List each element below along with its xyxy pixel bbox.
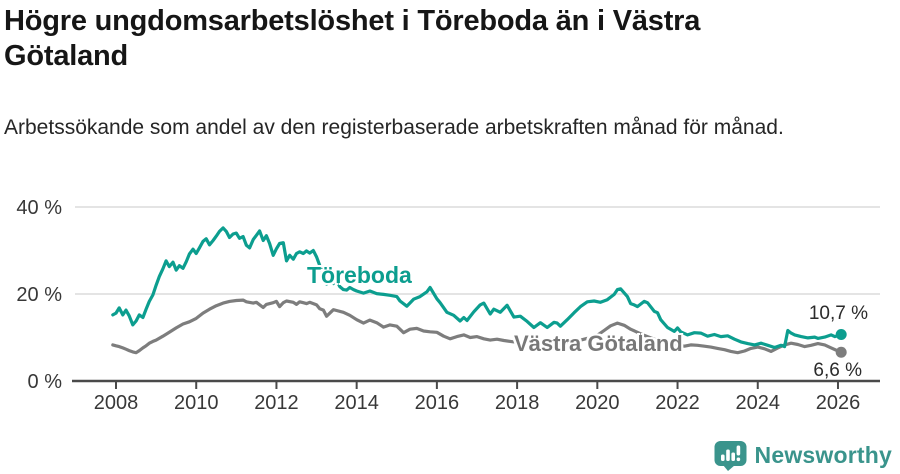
x-tick-label: 2026 <box>816 392 861 414</box>
x-tick-label: 2012 <box>254 392 299 414</box>
x-tick-label: 2022 <box>655 392 700 414</box>
series-label-vastra-gotaland: Västra Götaland <box>514 331 683 356</box>
line-t-reboda <box>111 226 843 350</box>
x-tick-label: 2016 <box>415 392 460 414</box>
x-tick-label: 2014 <box>334 392 379 414</box>
chart-title: Högre ungdomsarbetslöshet i Töreboda än … <box>4 5 701 73</box>
chart-subtitle: Arbetssökande som andel av den registerb… <box>4 116 784 139</box>
newsworthy-logo-icon <box>714 441 747 471</box>
series-label-toreboda: Töreboda <box>307 262 412 288</box>
x-tick-label: 2024 <box>736 392 781 414</box>
end-value-label-vastra-gotaland: 6,6 % <box>813 360 862 381</box>
end-value-label-toreboda: 10,7 % <box>808 303 868 324</box>
end-dot-v-stra-g-taland <box>835 346 847 358</box>
x-tick-label: 2010 <box>174 392 219 414</box>
y-tick-label: 0 % <box>28 371 63 393</box>
line-v-stra-g-taland <box>111 298 843 355</box>
y-tick-label: 20 % <box>16 284 62 306</box>
newsworthy-wordmark: Newsworthy <box>754 442 892 468</box>
x-tick-label: 2018 <box>495 392 540 414</box>
x-tick-label: 2020 <box>575 392 620 414</box>
newsworthy-branding: Newsworthy <box>714 440 892 471</box>
end-dot-t-reboda <box>835 328 847 340</box>
y-tick-label: 40 % <box>16 197 62 219</box>
x-tick-label: 2008 <box>94 392 139 414</box>
